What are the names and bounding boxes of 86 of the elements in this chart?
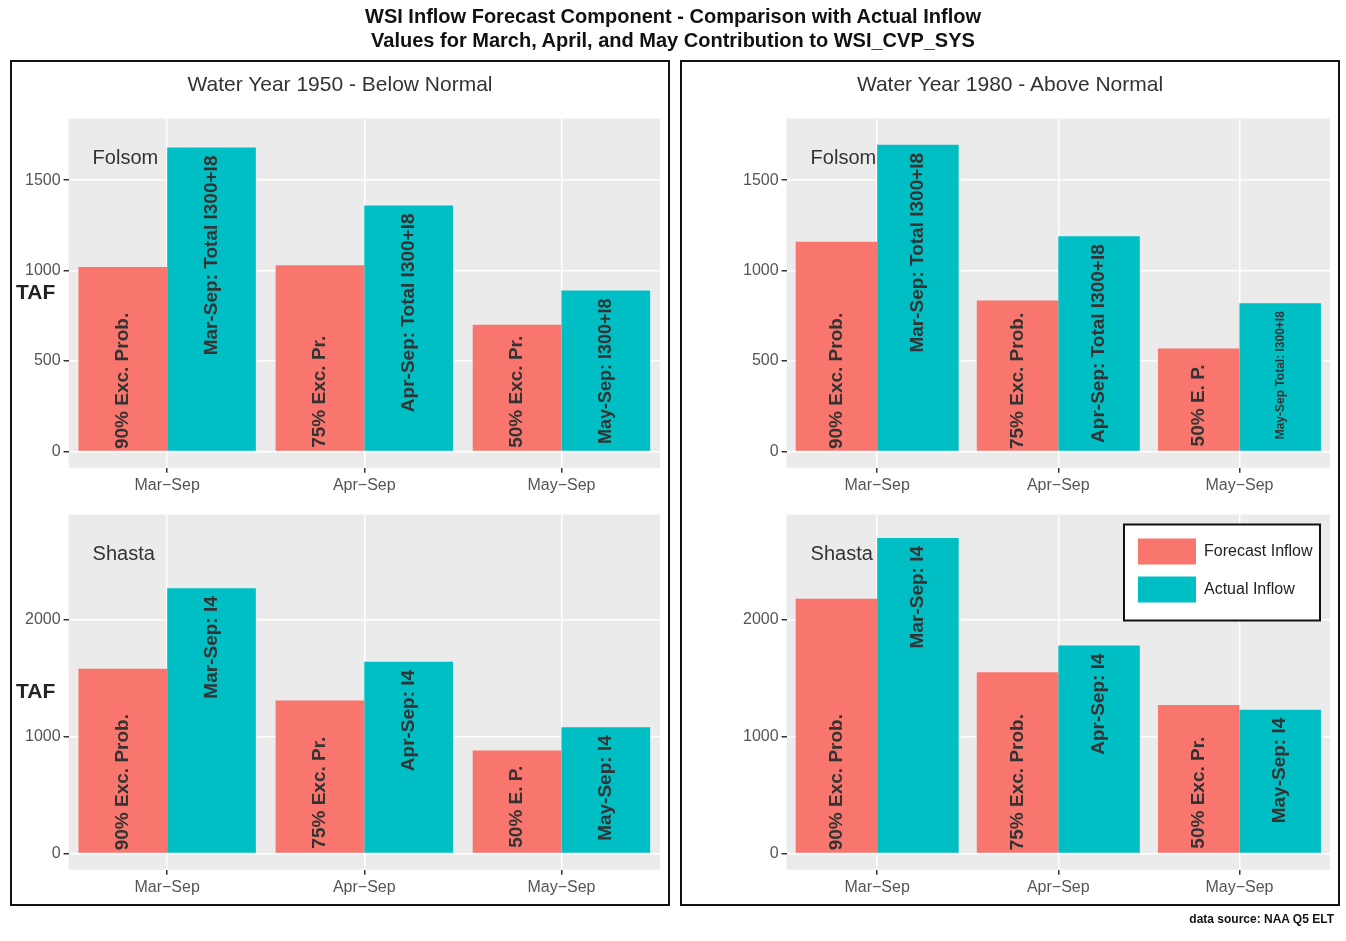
y-axis-title: TAF	[16, 679, 56, 702]
x-tick-label: May−Sep	[527, 475, 596, 493]
annotation: 75% Exc. Prob.	[1005, 312, 1027, 450]
x-tick-label: May−Sep	[527, 877, 596, 895]
x-tick-label: Mar−Sep	[844, 877, 910, 895]
bar	[1239, 709, 1321, 853]
annotation: May-Sep Total: I300+I8	[1272, 310, 1287, 440]
chart-title: WSI Inflow Forecast Component - Comparison with Actual Inflow Values for March, April, and May Contribution to WSI_CVP_SYS	[364, 4, 982, 52]
bar	[795, 241, 878, 451]
annotation: 90% Exc. Prob.	[824, 714, 846, 851]
x-tick-label: May−Sep	[1205, 877, 1274, 895]
bar	[1239, 303, 1321, 451]
annotation: Apr-Sep: Total I300+I8	[396, 213, 418, 413]
y-tick-label: 0	[769, 441, 779, 459]
chart-subtitle: Water Year 1980 - Above Normal	[855, 71, 1165, 97]
bar	[877, 144, 959, 451]
annotation: 50% Exc. Pr.	[505, 335, 527, 448]
x-tick-label: Apr−Sep	[332, 475, 396, 493]
source-note: data source: NAA Q5 ELT	[1189, 912, 1334, 926]
bar	[561, 290, 651, 451]
x-tick-label: Mar−Sep	[844, 475, 910, 493]
annotation: Folsom	[92, 146, 159, 169]
annotation: Mar-Sep: I4	[906, 545, 928, 649]
bar	[1157, 348, 1240, 451]
bar	[1058, 236, 1140, 451]
bar	[795, 598, 878, 853]
bar	[167, 147, 256, 451]
annotation: Mar-Sep: Total I300+I8	[906, 152, 928, 353]
bar	[275, 700, 365, 853]
annotation: 50% Exc. Pr.	[1186, 736, 1208, 849]
bar	[364, 661, 454, 853]
bar	[1058, 645, 1140, 853]
annotation: 90% Exc. Prob.	[111, 312, 133, 450]
bar	[976, 672, 1059, 853]
legend-label: Forecast Inflow	[1204, 542, 1313, 560]
x-tick-label: May−Sep	[1205, 475, 1274, 493]
annotation: Shasta	[92, 542, 156, 565]
annotation: Folsom	[810, 146, 877, 169]
annotation: Apr-Sep: I4	[396, 669, 418, 772]
chart-subtitle: Water Year 1950 - Below Normal	[186, 71, 494, 97]
annotation: Mar-Sep: Total I300+I8	[199, 155, 221, 356]
y-tick-label: 1000	[743, 260, 779, 278]
annotation: May-Sep: I4	[1268, 717, 1290, 824]
bar	[472, 324, 562, 451]
y-tick-label: 1000	[25, 727, 61, 745]
annotation: 75% Exc. Pr.	[308, 736, 330, 849]
bar	[472, 750, 562, 853]
y-tick-label: 1500	[743, 170, 779, 188]
bar	[561, 727, 651, 853]
y-axis-title: TAF	[16, 280, 56, 303]
annotation: 90% Exc. Prob.	[111, 714, 133, 851]
annotation: Apr-Sep: I4	[1087, 653, 1109, 755]
y-tick-label: 2000	[743, 610, 779, 628]
annotation: Apr-Sep: Total I300+I8	[1087, 244, 1109, 443]
bar	[275, 265, 365, 451]
y-tick-label: 0	[51, 441, 61, 459]
y-tick-label: 1000	[743, 727, 779, 745]
bar	[976, 300, 1059, 451]
y-tick-label: 0	[51, 843, 61, 861]
x-tick-label: Apr−Sep	[1026, 475, 1090, 493]
annotation: May-Sep: I4	[594, 734, 616, 841]
bar	[877, 537, 959, 853]
y-tick-label: 0	[769, 843, 779, 861]
y-tick-label: 1500	[25, 170, 61, 188]
x-tick-label: Apr−Sep	[332, 877, 396, 895]
x-tick-label: Mar−Sep	[134, 877, 200, 895]
annotation: Shasta	[810, 542, 874, 565]
annotation: Mar-Sep: I4	[199, 595, 221, 699]
y-tick-label: 500	[33, 351, 61, 369]
y-tick-label: 500	[751, 351, 779, 369]
x-tick-label: Mar−Sep	[134, 475, 200, 493]
bar	[78, 266, 168, 451]
bar	[78, 668, 168, 853]
annotation: May-Sep: I300+I8	[594, 298, 615, 445]
annotation: 50% E. P.	[1186, 364, 1208, 447]
annotation: 75% Exc. Pr.	[308, 335, 330, 448]
y-tick-label: 1000	[25, 260, 61, 278]
y-tick-label: 2000	[25, 610, 61, 628]
bar	[364, 205, 454, 451]
x-tick-label: Apr−Sep	[1026, 877, 1090, 895]
annotation: 90% Exc. Prob.	[824, 312, 846, 450]
bar	[167, 588, 256, 853]
annotation: 50% E. P.	[505, 765, 527, 848]
bar	[1157, 705, 1240, 853]
legend-label: Actual Inflow	[1204, 580, 1296, 598]
annotation: 75% Exc. Prob.	[1005, 714, 1027, 851]
